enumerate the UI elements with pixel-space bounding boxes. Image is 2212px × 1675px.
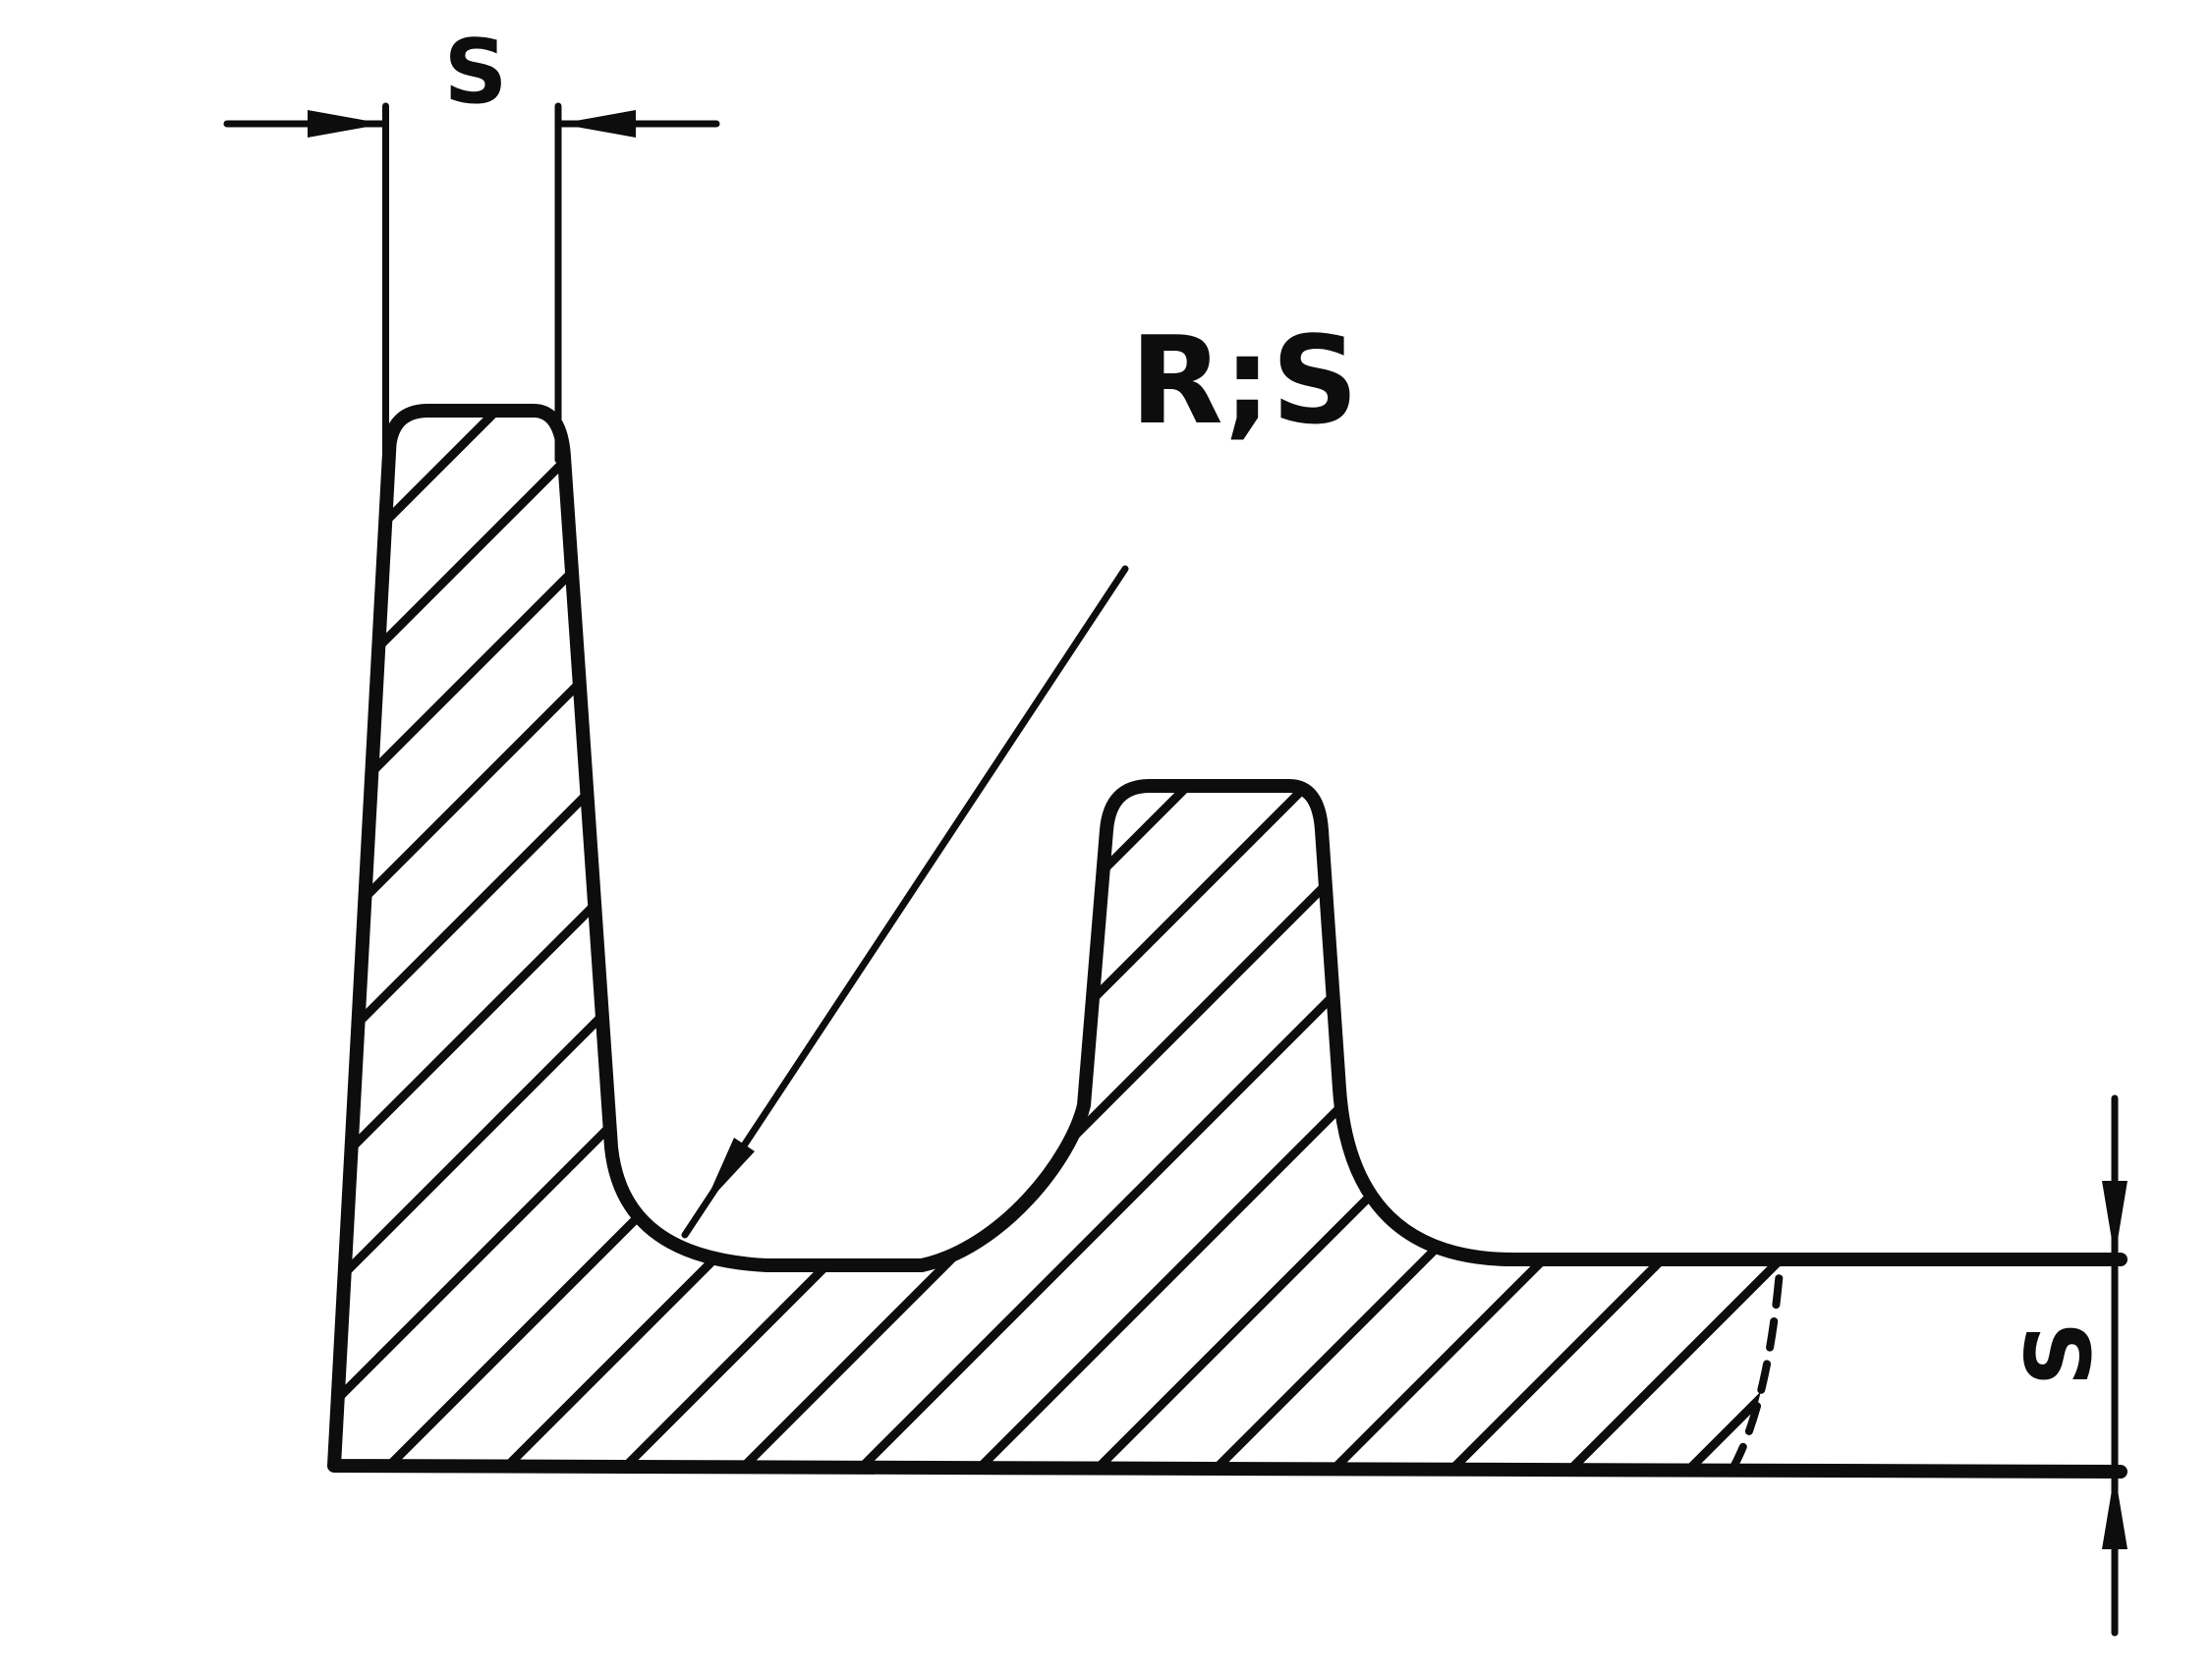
label-top-thickness: S [444,21,508,124]
hatch-line [1186,411,1781,1471]
profile-outline [327,404,2127,1479]
leader-line [681,565,1129,1239]
label-right-thickness: S [2007,1321,2112,1386]
hatch-line [830,411,1781,1471]
top-dimension-group [223,102,720,517]
hatch-line [949,411,1781,1471]
hatch-line [334,411,622,1471]
hatch-line [334,411,1451,1471]
dimension-arrow-right-icon [559,110,636,138]
dimension-arrow-left-icon [308,110,384,138]
hatch-line [1661,411,1781,1471]
hatch-line [476,411,1689,1471]
hatch-line [1542,411,1781,1471]
hatch-line [334,411,1333,1471]
hatch-line [334,411,741,1471]
break-line-dashed [1728,1256,1785,1475]
leader-arrowhead-icon [704,1138,755,1206]
dimension-arrow-bottom-icon [2102,1473,2127,1549]
hatch-line [357,411,1570,1471]
hatch-line [334,411,1215,1471]
hatch-line [1305,411,1781,1471]
hatch-line [1423,411,1781,1471]
hatch-line [594,411,1781,1471]
dimension-arrow-top-icon [2102,1181,2127,1257]
hatch-line [1068,411,1781,1471]
label-radius-note: R;S [1130,311,1359,452]
